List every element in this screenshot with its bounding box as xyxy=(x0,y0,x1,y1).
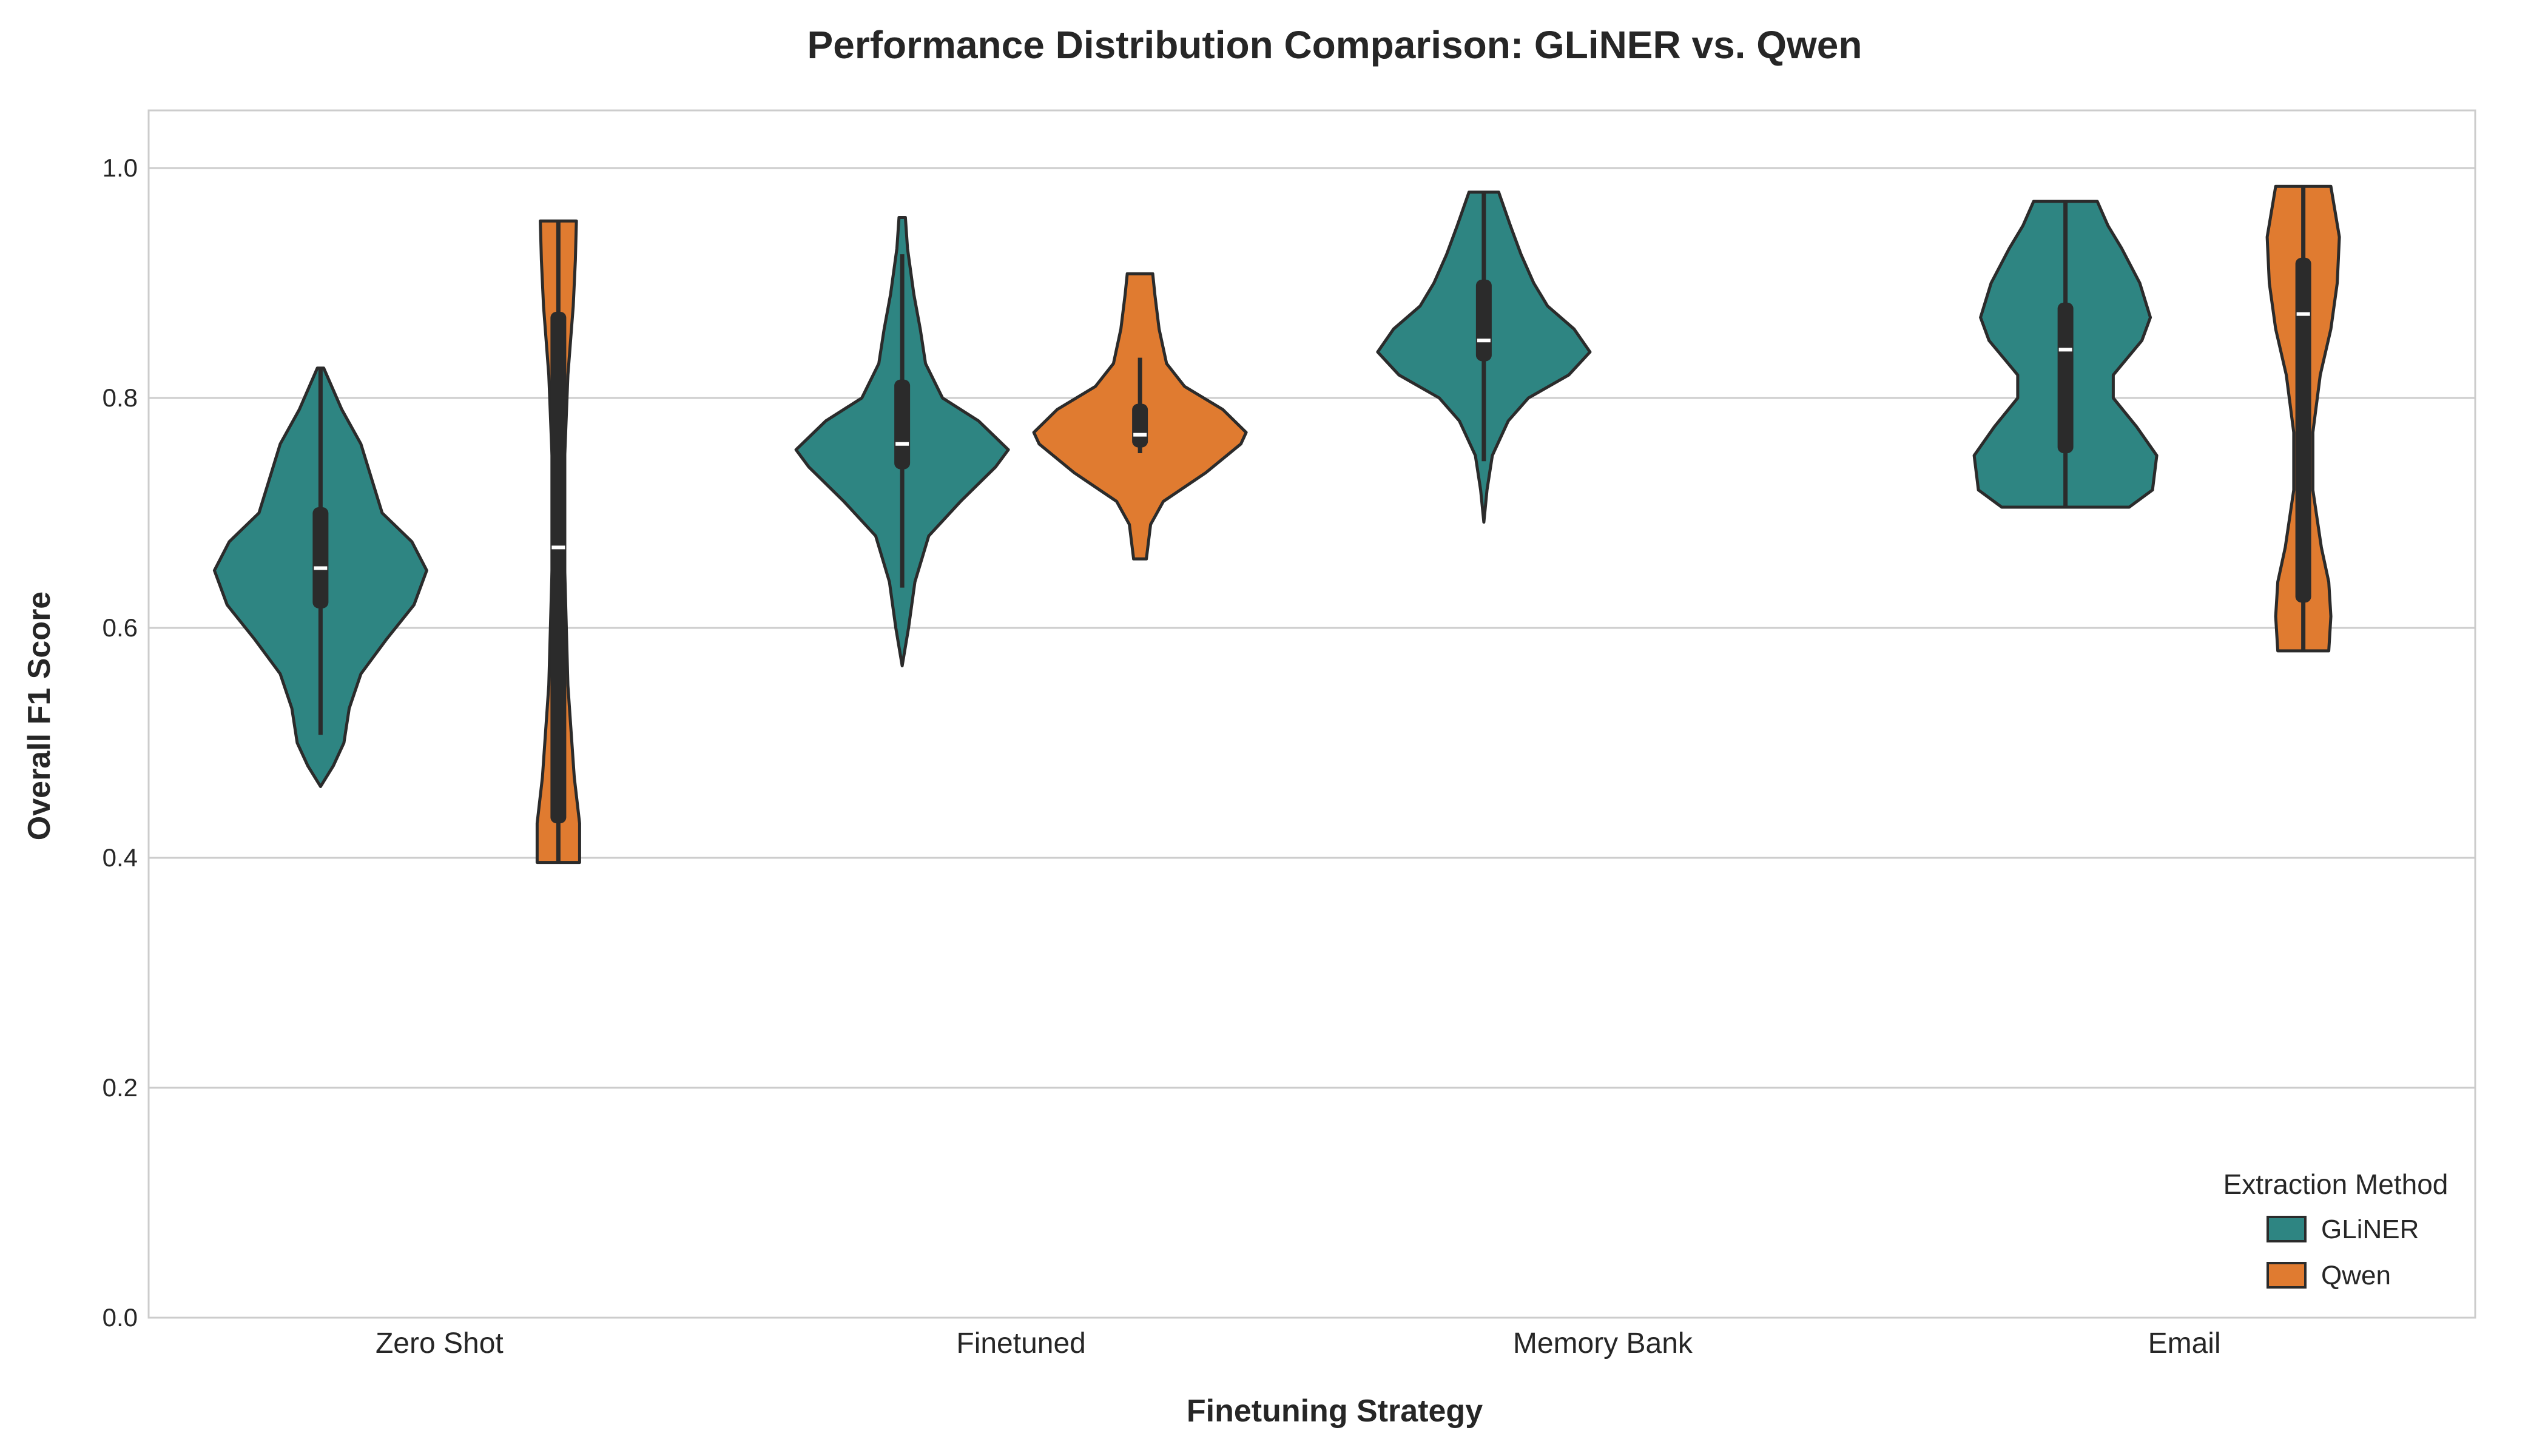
violin-gliner-finetuned xyxy=(794,216,1010,667)
y-tick-label: 0.8 xyxy=(103,383,138,412)
x-tick-labels: Zero Shot Finetuned Memory Bank Email xyxy=(376,1327,2221,1360)
legend-item-gliner: GLiNER xyxy=(2267,1215,2419,1244)
y-tick-label: 0.2 xyxy=(103,1073,138,1102)
x-tick-label: Email xyxy=(2148,1327,2221,1360)
legend-swatch xyxy=(2267,1262,2307,1289)
y-tick-label: 1.0 xyxy=(103,153,138,182)
violins xyxy=(212,184,2341,864)
chart-title: Performance Distribution Comparison: GLi… xyxy=(807,23,1862,67)
legend-title: Extraction Method xyxy=(2223,1168,2449,1200)
violin-gliner-zero-shot xyxy=(212,366,428,788)
violin-gliner-memory-bank xyxy=(1376,190,1592,524)
y-tick-label: 0.0 xyxy=(103,1303,138,1332)
violin-iqr-box xyxy=(2057,302,2074,453)
legend-item-qwen: Qwen xyxy=(2267,1261,2391,1290)
x-tick-label: Memory Bank xyxy=(1513,1327,1693,1360)
legend-label: GLiNER xyxy=(2321,1215,2419,1244)
legend-swatch xyxy=(2267,1216,2307,1242)
violin-iqr-box xyxy=(2295,257,2311,603)
y-tick-label: 0.6 xyxy=(103,613,138,642)
violin-qwen-zero-shot xyxy=(535,219,581,864)
violin-iqr-box xyxy=(894,379,911,470)
violin-iqr-box xyxy=(1132,403,1148,448)
x-axis-label: Finetuning Strategy xyxy=(1187,1394,1483,1429)
legend: Extraction Method GLiNER Qwen xyxy=(2223,1168,2449,1290)
x-tick-label: Zero Shot xyxy=(376,1327,504,1360)
violin-qwen-finetuned xyxy=(1032,272,1248,561)
violin-iqr-box xyxy=(550,311,567,824)
y-tick-label: 0.4 xyxy=(103,843,138,872)
violin-iqr-box xyxy=(312,507,329,608)
plot-frame xyxy=(147,109,2476,1319)
violin-qwen-email xyxy=(2265,184,2341,653)
legend-label: Qwen xyxy=(2321,1261,2391,1290)
violin-gliner-email xyxy=(1972,200,2159,509)
y-axis-label: Overall F1 Score xyxy=(22,592,57,840)
y-tick-labels: 0.0 0.2 0.4 0.6 0.8 1.0 xyxy=(103,153,138,1332)
x-tick-label: Finetuned xyxy=(956,1327,1086,1360)
violin-iqr-box xyxy=(1475,279,1492,362)
